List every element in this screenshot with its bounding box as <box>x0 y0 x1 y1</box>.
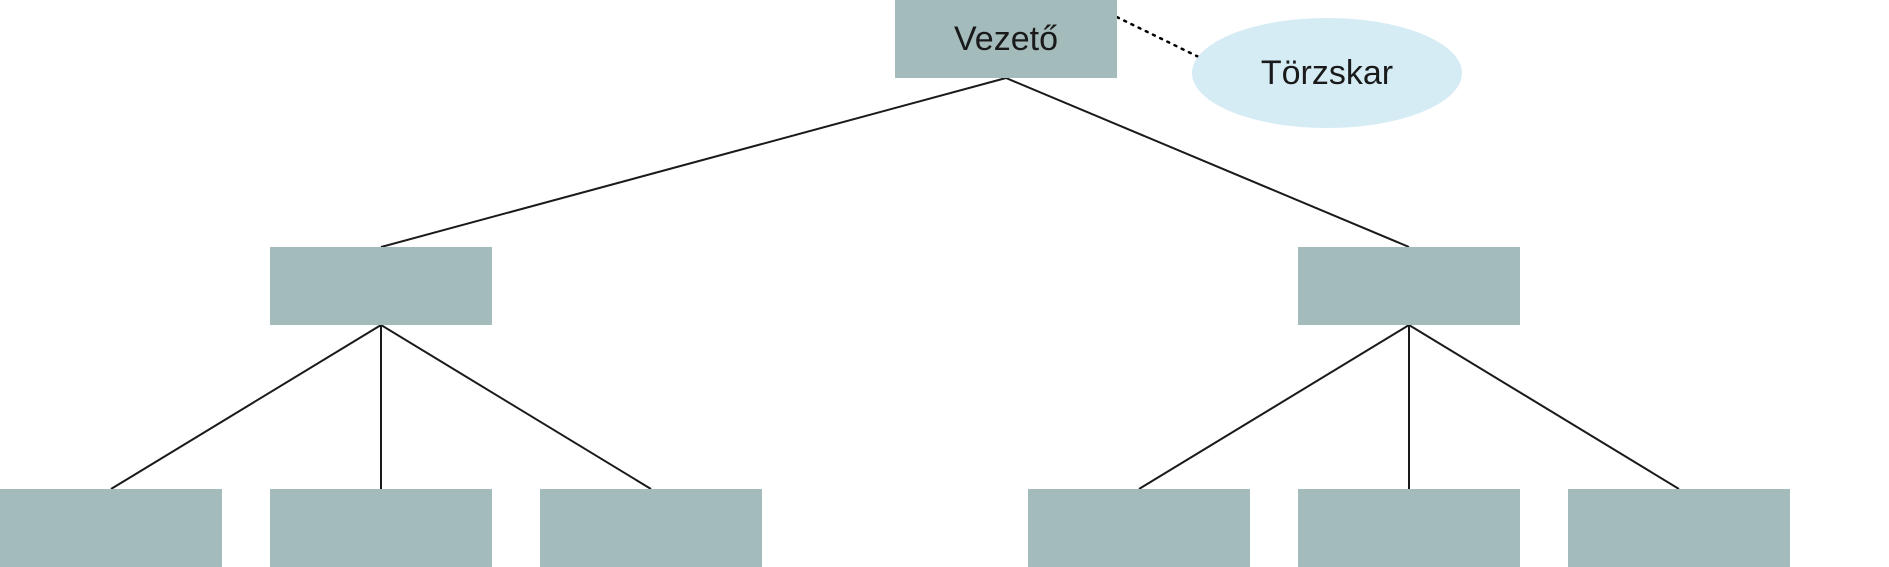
diagram-svg: Vezető Törzskar <box>0 0 1889 567</box>
edge <box>381 78 1006 247</box>
level3-node-2 <box>540 489 762 567</box>
level2-node-1 <box>1298 247 1520 325</box>
level2-node-0 <box>270 247 492 325</box>
level3-node-4 <box>1298 489 1520 567</box>
edge <box>111 325 381 489</box>
level3-node-0 <box>0 489 222 567</box>
level3-node-5 <box>1568 489 1790 567</box>
level3-node-1 <box>270 489 492 567</box>
edge <box>381 325 651 489</box>
edge <box>1409 325 1679 489</box>
edge <box>1139 325 1409 489</box>
level3-node-3 <box>1028 489 1250 567</box>
root-node-label: Vezető <box>954 20 1058 58</box>
staff-node-label: Törzskar <box>1261 54 1393 92</box>
staff-edge <box>1117 17 1207 61</box>
org-chart-diagram: Vezető Törzskar <box>0 0 1889 567</box>
nodes-group: Vezető Törzskar <box>0 0 1790 567</box>
